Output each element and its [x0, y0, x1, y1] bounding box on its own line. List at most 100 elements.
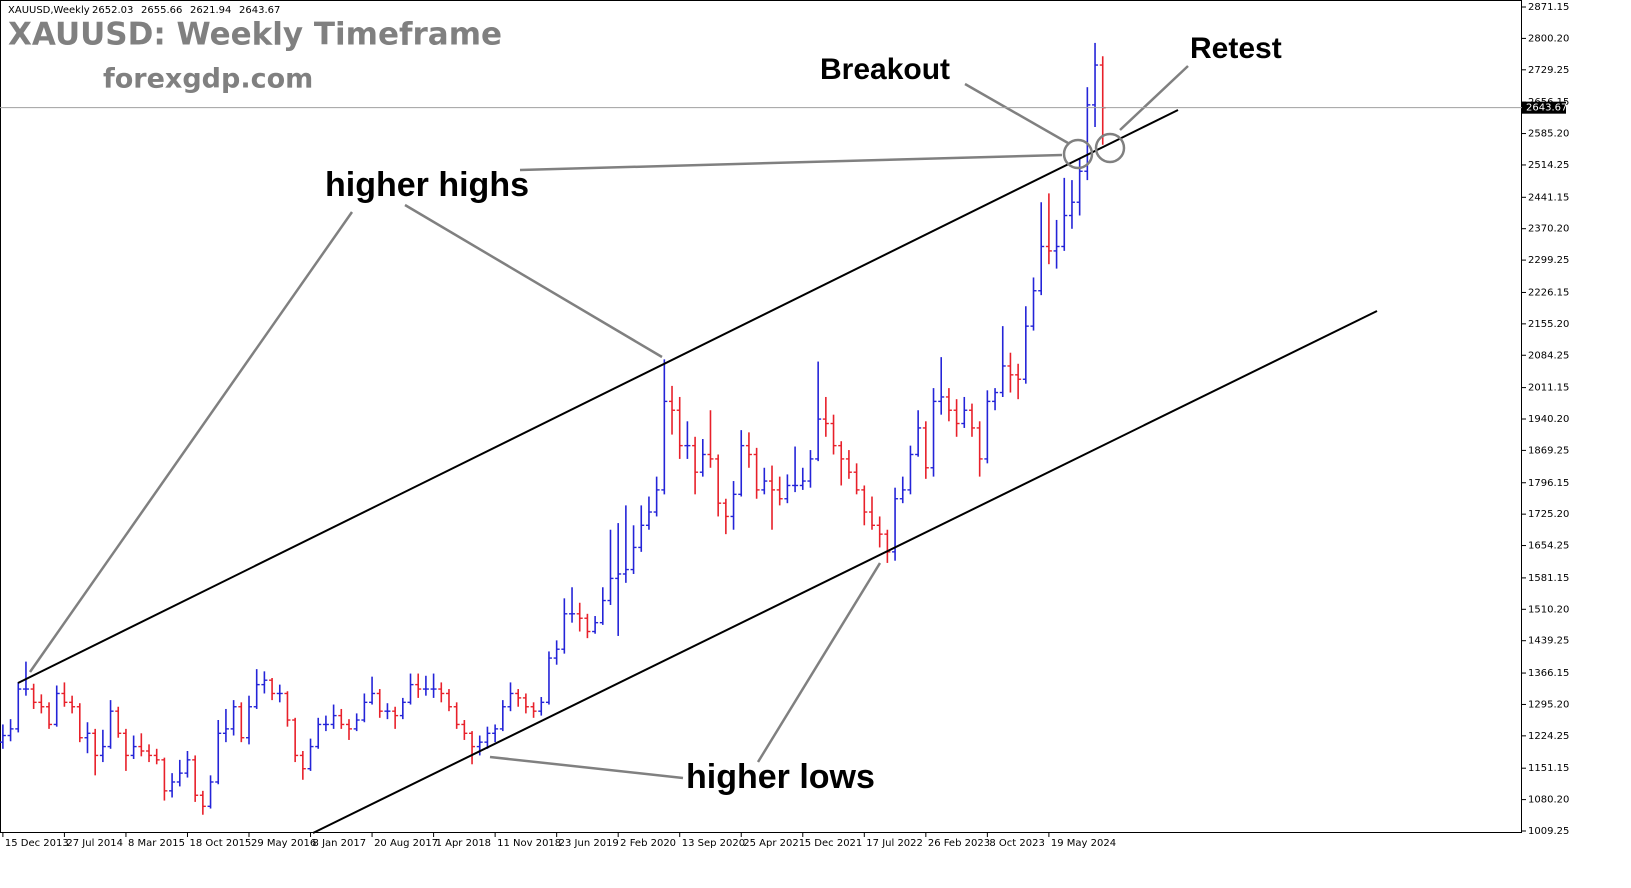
y-tick-label: 1796.15 [1528, 478, 1569, 489]
ohlc-bar [199, 790, 206, 815]
x-tick-label: 8 Jan 2017 [313, 838, 367, 849]
ohlc-bar [292, 717, 299, 763]
x-tick-label: 17 Jul 2022 [866, 838, 923, 849]
ohlc-bar [653, 476, 660, 517]
ohlc-bar [1061, 177, 1068, 251]
ohlc-bar [945, 388, 952, 422]
header-high: 2655.66 [141, 5, 182, 16]
ohlc-bar [876, 516, 883, 548]
x-tick-label: 5 Dec 2021 [805, 838, 863, 849]
ohlc-bar [453, 702, 460, 729]
ohlc-bar [192, 755, 199, 802]
ohlc-bar [538, 697, 545, 716]
ohlc-bar [30, 683, 37, 709]
ohlc-bar [76, 703, 83, 743]
ohlc-bar [899, 476, 906, 504]
ohlc-bar [122, 728, 129, 771]
annotation: higher lows [686, 758, 875, 796]
y-tick-label: 1009.25 [1528, 826, 1569, 837]
ohlc-bar [169, 773, 176, 798]
ohlc-bar [222, 708, 229, 743]
ohlc-bar [0, 724, 6, 749]
pointer [1119, 65, 1189, 131]
y-tick-label: 2585.20 [1528, 129, 1569, 140]
y-tick-label: 2011.15 [1528, 383, 1569, 394]
pointer [756, 562, 882, 763]
ohlc-bar [861, 485, 868, 526]
ohlc-bar [207, 775, 214, 809]
y-tick-label: 1224.25 [1528, 731, 1569, 742]
y-tick-label: 1080.20 [1528, 795, 1569, 806]
ohlc-bar [953, 399, 960, 437]
ohlc-bar [769, 465, 776, 530]
x-tick-label: 29 May 2016 [251, 838, 316, 849]
x-tick-label: 11 Nov 2018 [497, 838, 561, 849]
ohlc-bar [153, 748, 160, 765]
annotation-pointers [28, 65, 1189, 780]
x-tick-label: 27 Jul 2014 [66, 838, 123, 849]
ohlc-bar [730, 481, 737, 530]
ohlc-bar [99, 729, 106, 763]
x-tick-label: 2 Feb 2020 [620, 838, 676, 849]
ohlc-bar [868, 496, 875, 530]
pointer [519, 153, 1063, 172]
ohlc-bar [376, 689, 383, 718]
ohlc-bar [184, 751, 191, 778]
ohlc-bar [776, 476, 783, 506]
y-tick-label: 2226.15 [1528, 287, 1569, 298]
ohlc-bar [384, 703, 391, 720]
ohlc-bar [799, 467, 806, 490]
y-tick-label: 1654.25 [1528, 541, 1569, 552]
ohlc-bar [499, 700, 506, 732]
ohlc-bar [253, 669, 260, 709]
y-tick-label: 2441.15 [1528, 192, 1569, 203]
header-close: 2643.67 [239, 5, 280, 16]
y-tick-label: 1151.15 [1528, 763, 1569, 774]
labels: XAUUSD,Weekly 2652.03 2655.66 2621.94 26… [8, 5, 1282, 796]
pointer [964, 82, 1069, 145]
ohlc-bar [715, 454, 722, 517]
ohlc-bar [638, 505, 645, 552]
ohlc-bar [615, 523, 622, 636]
ohlc-bar [484, 726, 491, 749]
ohlc-bar [915, 410, 922, 457]
y-tick-label: 2299.25 [1528, 255, 1569, 266]
ohlc-bar [838, 441, 845, 486]
y-tick-label: 2800.20 [1528, 33, 1569, 44]
ohlc-bar [445, 689, 452, 712]
ohlc-bar [1015, 363, 1022, 400]
ohlc-bar [338, 708, 345, 729]
ohlc-bar [830, 414, 837, 455]
chart-title: XAUUSD: Weekly Timeframe [8, 17, 502, 53]
ohlc-bar [38, 694, 45, 714]
ohlc-bar [968, 403, 975, 437]
ohlc-bar [53, 685, 60, 727]
ohlc-bar [922, 421, 929, 479]
ohlc-bar [753, 447, 760, 499]
plot-area [0, 42, 1106, 815]
header-symbol: XAUUSD,Weekly [8, 5, 90, 16]
ohlc-bar [692, 436, 699, 495]
y-tick-label: 1869.25 [1528, 445, 1569, 456]
ohlc-bar [238, 702, 245, 743]
retest-circle [1094, 132, 1126, 164]
lower-channel-line [312, 310, 1378, 834]
chart-subtitle: forexgdp.com [103, 64, 313, 95]
ohlc-bar [492, 724, 499, 743]
ohlc-bar [722, 498, 729, 535]
ohlc-bar [84, 722, 91, 754]
upper-channel-line [17, 109, 1179, 684]
ohlc-bar [246, 695, 253, 745]
ohlc-bar [438, 682, 445, 703]
ohlc-bar [46, 702, 53, 729]
ohlc-bar [845, 450, 852, 479]
ohlc-bar [507, 682, 514, 712]
ohlc-bar [592, 616, 599, 634]
ohlc-bar [1053, 219, 1060, 269]
ohlc-bar [792, 446, 799, 493]
y-tick-label: 2514.25 [1528, 160, 1569, 171]
ohlc-bar [138, 733, 145, 757]
header-open: 2652.03 [92, 5, 133, 16]
ohlc-bar [215, 720, 222, 785]
ohlc-bar [584, 613, 591, 639]
